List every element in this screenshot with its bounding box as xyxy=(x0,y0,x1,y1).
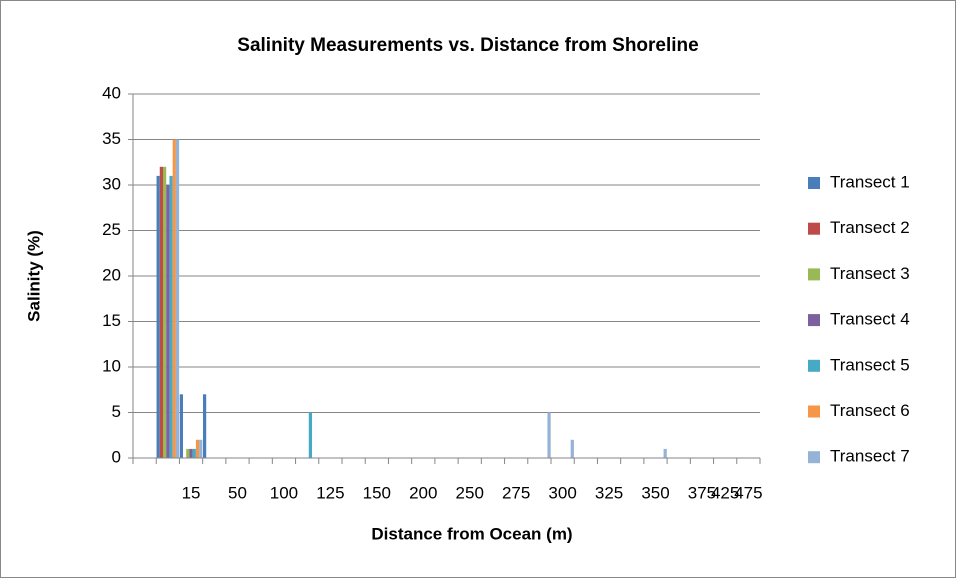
x-axis-title: Distance from Ocean (m) xyxy=(371,524,572,543)
bar xyxy=(189,448,193,458)
legend-label: Transect 5 xyxy=(830,355,910,374)
x-tick-label: 250 xyxy=(456,483,484,502)
legend-label: Transect 3 xyxy=(830,264,910,283)
bar xyxy=(159,166,163,459)
bar xyxy=(308,412,313,458)
x-tick-label: 325 xyxy=(595,483,623,502)
y-tick-label: 30 xyxy=(102,174,121,193)
y-tick-label: 5 xyxy=(112,402,121,421)
legend-label: Transect 1 xyxy=(830,172,910,191)
bar xyxy=(202,394,207,458)
legend-swatch xyxy=(808,359,820,372)
chart-title: Salinity Measurements vs. Distance from … xyxy=(237,35,698,56)
bar xyxy=(162,166,167,459)
bar xyxy=(570,439,574,458)
legend-swatch xyxy=(808,314,820,327)
legend-swatch xyxy=(808,405,820,418)
y-tick-label: 25 xyxy=(102,220,121,239)
x-tick-label: 475 xyxy=(734,483,762,502)
y-axis-title: Salinity (%) xyxy=(24,230,43,322)
y-tick-label: 15 xyxy=(102,311,121,330)
y-tick-label: 20 xyxy=(102,265,121,284)
x-tick-label: 300 xyxy=(548,483,576,502)
legend-label: Transect 2 xyxy=(830,218,910,237)
legend-swatch xyxy=(808,222,820,235)
bar xyxy=(186,448,190,458)
legend-swatch xyxy=(808,451,820,464)
bar xyxy=(663,448,667,458)
y-tick-label: 35 xyxy=(102,129,121,148)
y-tick-label: 40 xyxy=(102,83,121,102)
bar xyxy=(192,448,196,458)
x-tick-label: 15 xyxy=(182,483,201,502)
bar xyxy=(156,175,160,458)
bar xyxy=(199,439,203,458)
bar xyxy=(172,139,176,458)
x-tick-label: 50 xyxy=(228,483,247,502)
x-tick-label: 100 xyxy=(270,483,298,502)
legend-label: Transect 7 xyxy=(830,447,910,466)
y-tick-label: 0 xyxy=(112,447,121,466)
x-tick-label: 375 xyxy=(688,483,716,502)
legend-label: Transect 6 xyxy=(830,401,910,420)
x-tick-label: 125 xyxy=(316,483,344,502)
legend-swatch xyxy=(808,177,820,189)
y-tick-label: 10 xyxy=(102,356,121,375)
bar xyxy=(547,412,551,458)
x-tick-label: 425 xyxy=(711,483,739,502)
bar xyxy=(179,394,183,458)
bar xyxy=(175,139,180,458)
legend-label: Transect 4 xyxy=(830,310,910,329)
x-tick-label: 150 xyxy=(363,483,391,502)
bar xyxy=(166,185,170,458)
x-tick-label: 275 xyxy=(502,483,530,502)
x-tick-label: 350 xyxy=(641,483,669,502)
bar xyxy=(169,175,173,458)
bar xyxy=(195,439,200,458)
x-tick-label: 200 xyxy=(409,483,437,502)
legend-swatch xyxy=(808,268,820,281)
